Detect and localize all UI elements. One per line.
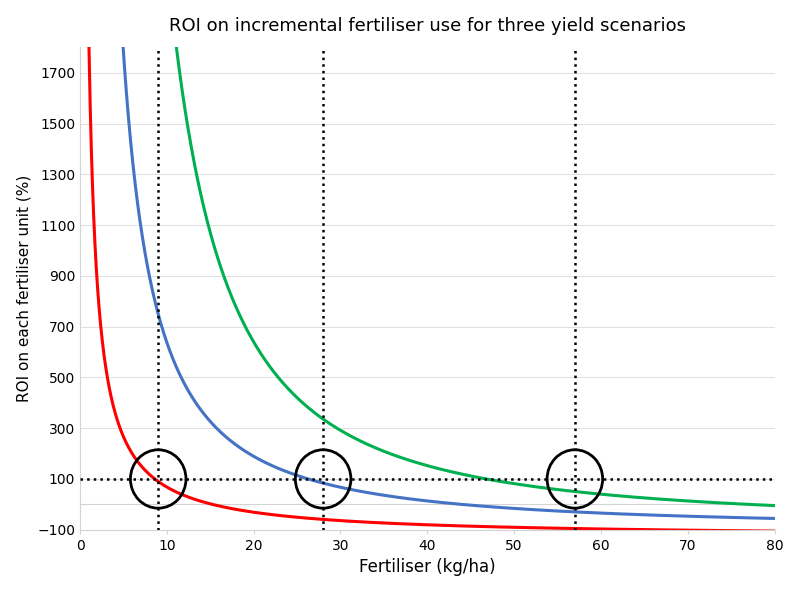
Title: ROI on incremental fertiliser use for three yield scenarios: ROI on incremental fertiliser use for th… xyxy=(169,17,686,34)
X-axis label: Fertiliser (kg/ha): Fertiliser (kg/ha) xyxy=(359,559,496,576)
Y-axis label: ROI on each fertiliser unit (%): ROI on each fertiliser unit (%) xyxy=(17,175,32,402)
